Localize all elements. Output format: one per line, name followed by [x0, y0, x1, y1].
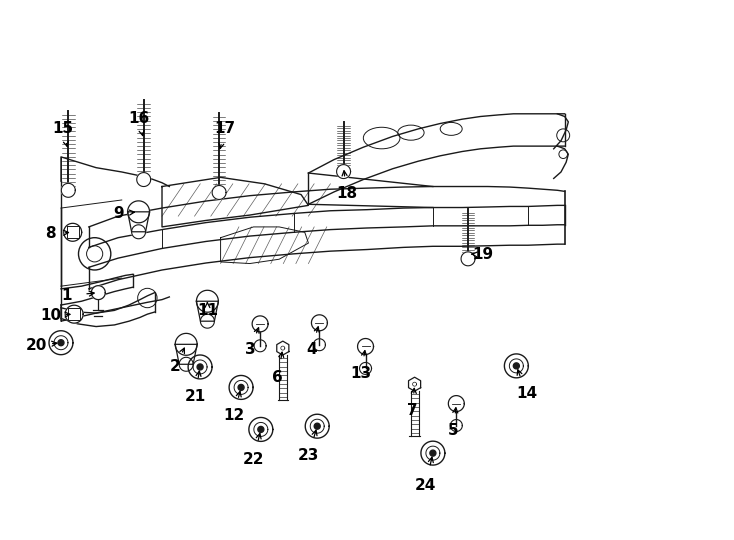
- Polygon shape: [188, 355, 212, 379]
- Text: 3: 3: [244, 342, 255, 357]
- Text: 14: 14: [516, 387, 537, 401]
- Polygon shape: [313, 339, 325, 350]
- Polygon shape: [305, 414, 329, 438]
- Polygon shape: [448, 396, 465, 411]
- Text: 10: 10: [40, 308, 62, 323]
- Text: 18: 18: [336, 186, 357, 201]
- Polygon shape: [229, 375, 253, 400]
- Polygon shape: [513, 363, 520, 369]
- Polygon shape: [197, 301, 219, 321]
- Polygon shape: [212, 186, 226, 199]
- Polygon shape: [128, 212, 150, 232]
- Polygon shape: [197, 291, 219, 312]
- Polygon shape: [314, 423, 320, 429]
- Text: 5: 5: [448, 423, 459, 438]
- Polygon shape: [421, 441, 445, 465]
- Polygon shape: [221, 227, 308, 264]
- Text: 16: 16: [128, 111, 149, 126]
- Text: 21: 21: [184, 389, 206, 404]
- Polygon shape: [175, 333, 197, 355]
- Polygon shape: [277, 341, 289, 355]
- Text: 12: 12: [223, 408, 244, 423]
- Polygon shape: [504, 354, 528, 378]
- Polygon shape: [360, 362, 371, 374]
- Polygon shape: [430, 450, 436, 456]
- Text: 19: 19: [472, 247, 493, 262]
- Polygon shape: [252, 316, 268, 332]
- Polygon shape: [162, 177, 308, 227]
- Text: 7: 7: [407, 402, 418, 417]
- Polygon shape: [409, 377, 421, 391]
- Polygon shape: [137, 173, 150, 186]
- Polygon shape: [249, 417, 273, 441]
- Polygon shape: [131, 225, 145, 239]
- Text: 9: 9: [113, 206, 123, 221]
- Text: 6: 6: [272, 370, 283, 385]
- Polygon shape: [175, 345, 197, 364]
- Text: 17: 17: [214, 122, 236, 137]
- Polygon shape: [128, 201, 150, 223]
- Polygon shape: [64, 224, 81, 241]
- Polygon shape: [179, 357, 193, 372]
- Polygon shape: [311, 315, 327, 331]
- Polygon shape: [58, 340, 64, 346]
- Text: 13: 13: [351, 366, 371, 381]
- Text: 2: 2: [170, 360, 181, 374]
- Text: 1: 1: [62, 288, 72, 303]
- Polygon shape: [258, 427, 264, 433]
- Polygon shape: [451, 420, 462, 431]
- Text: 22: 22: [243, 452, 264, 467]
- Text: 20: 20: [26, 338, 47, 353]
- Polygon shape: [62, 184, 76, 197]
- Text: 11: 11: [197, 303, 218, 319]
- Text: 24: 24: [415, 478, 436, 493]
- Text: 23: 23: [298, 448, 319, 463]
- Polygon shape: [461, 252, 475, 266]
- Polygon shape: [337, 165, 351, 179]
- Polygon shape: [254, 340, 266, 352]
- Polygon shape: [65, 305, 83, 323]
- Polygon shape: [197, 364, 203, 370]
- Text: 15: 15: [52, 122, 73, 137]
- Polygon shape: [91, 286, 105, 300]
- Text: 8: 8: [46, 226, 56, 241]
- Polygon shape: [357, 339, 374, 354]
- Polygon shape: [238, 384, 244, 390]
- Polygon shape: [200, 314, 214, 328]
- Polygon shape: [49, 330, 73, 355]
- Text: 4: 4: [306, 342, 316, 357]
